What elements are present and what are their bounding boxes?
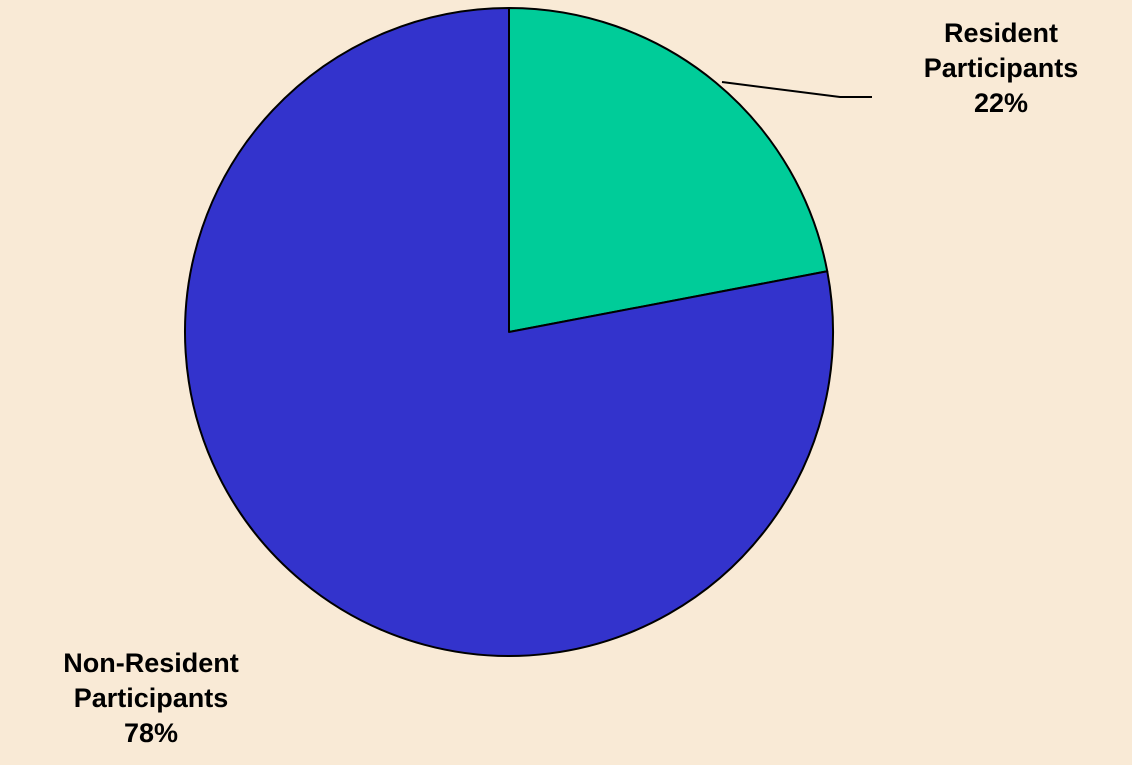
pie-slices bbox=[183, 7, 834, 657]
leader-line-resident bbox=[721, 81, 872, 98]
slice-label-line: Participants bbox=[924, 53, 1079, 83]
slice-labels: Resident Participants 22% Non-Resident Parti… bbox=[63, 18, 1078, 748]
leader-lines bbox=[721, 81, 872, 98]
pie-slice-non-resident bbox=[183, 7, 834, 657]
pie-slice-resident bbox=[508, 7, 829, 333]
slice-label-resident: Resident Participants 22% bbox=[924, 18, 1079, 118]
slice-label-line: Participants bbox=[74, 683, 229, 713]
slice-value-non-resident: 78% bbox=[124, 718, 178, 748]
slice-label-line: Resident bbox=[944, 18, 1058, 48]
slice-label-non-resident: Non-Resident Participants 78% bbox=[63, 648, 239, 748]
slice-label-line: Non-Resident bbox=[63, 648, 239, 678]
slice-value-resident: 22% bbox=[974, 88, 1028, 118]
